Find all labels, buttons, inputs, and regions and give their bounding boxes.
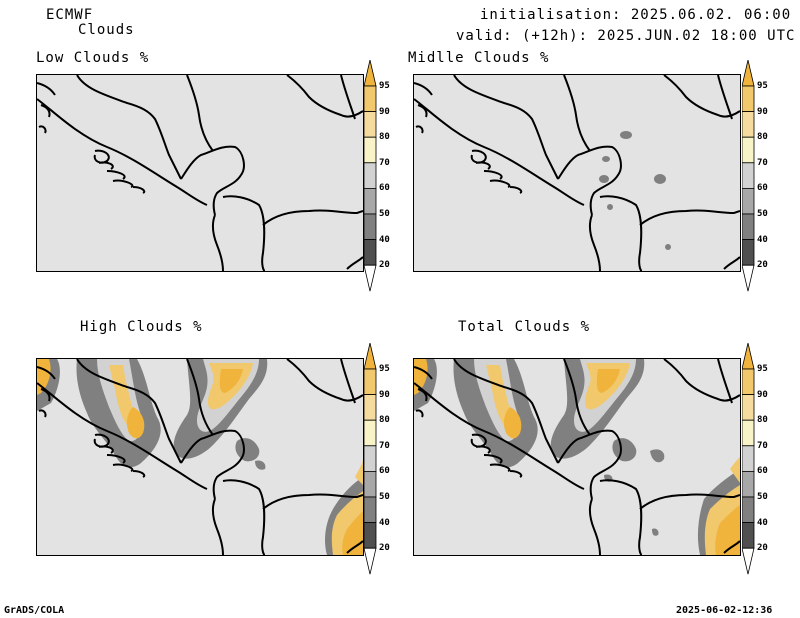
model-label: ECMWF <box>46 7 94 23</box>
colorbar-label: 50 <box>757 209 768 219</box>
colorbar-label: 70 <box>379 440 390 451</box>
colorbar-bottom-arrow <box>742 547 755 575</box>
colorbar-segment <box>364 419 377 447</box>
colorbar-bottom-arrow <box>364 264 377 292</box>
colorbar-segment <box>364 111 377 138</box>
colorbar-label: 20 <box>379 543 390 554</box>
colorbar-segment <box>364 85 377 113</box>
colorbar-segment <box>742 111 755 138</box>
panel-title-middle: Midlle Clouds % <box>408 50 550 66</box>
colorbar-label: 60 <box>379 466 390 477</box>
colorbar-label: 80 <box>379 132 390 143</box>
colorbar-segment <box>364 394 377 421</box>
colorbar-label: 20 <box>757 543 768 554</box>
colorbar-label: 95 <box>379 364 390 374</box>
colorbar-label: 40 <box>757 234 768 245</box>
colorbar-segment <box>364 368 377 396</box>
colorbar-label: 60 <box>379 183 390 194</box>
colorbar-label: 20 <box>757 260 768 271</box>
colorbar-label: 70 <box>757 440 768 451</box>
product-label: Clouds <box>78 22 135 38</box>
colorbar-graphic <box>364 343 377 575</box>
colorbar-segment <box>742 470 755 498</box>
colorbar-segment <box>742 85 755 113</box>
map-total-clouds <box>413 358 741 556</box>
map-high-clouds <box>36 358 364 556</box>
colorbar-segment <box>742 136 755 164</box>
map-borders <box>414 359 740 555</box>
colorbar-label: 95 <box>757 364 768 374</box>
colorbar-label: 80 <box>379 415 390 426</box>
map-borders <box>37 359 363 555</box>
colorbar-label: 50 <box>379 492 390 502</box>
footer-timestamp: 2025-06-02-12:36 <box>676 605 773 616</box>
colorbar-top-arrow <box>742 343 755 370</box>
colorbar-bottom-arrow <box>364 547 377 575</box>
colorbar-graphic <box>742 60 755 292</box>
colorbar-segment <box>364 162 377 189</box>
colorbar-label: 40 <box>757 517 768 528</box>
colorbar-label: 90 <box>379 106 390 117</box>
colorbar-label: 90 <box>757 106 768 117</box>
colorbar-segment <box>742 445 755 472</box>
map-low-clouds <box>36 74 364 272</box>
colorbar-segment <box>742 496 755 524</box>
colorbar-segment <box>364 496 377 524</box>
colorbar-segment <box>364 470 377 498</box>
colorbar-label: 50 <box>379 209 390 219</box>
colorbar-top-arrow <box>364 60 377 87</box>
colorbar-label: 40 <box>379 517 390 528</box>
colorbar-segment <box>742 522 755 549</box>
colorbar-label: 60 <box>757 466 768 477</box>
colorbar-segment <box>742 213 755 241</box>
colorbar-label: 95 <box>757 81 768 91</box>
colorbar-segment <box>742 368 755 396</box>
colorbar-segment <box>364 136 377 164</box>
colorbar-label: 90 <box>379 389 390 400</box>
colorbar-label: 20 <box>379 260 390 271</box>
colorbar-segment <box>742 239 755 266</box>
valid-time: valid: (+12h): 2025.JUN.02 18:00 UTC <box>456 28 796 44</box>
map-borders <box>414 75 740 271</box>
colorbar-label: 70 <box>757 157 768 168</box>
colorbar-label: 90 <box>757 389 768 400</box>
panel-title-low: Low Clouds % <box>36 50 150 66</box>
map-borders <box>37 75 363 271</box>
colorbar-label: 40 <box>379 234 390 245</box>
colorbar-label: 95 <box>379 81 390 91</box>
colorbar-segment <box>364 187 377 215</box>
map-middle-clouds <box>413 74 741 272</box>
colorbar-label: 60 <box>757 183 768 194</box>
colorbar-segment <box>364 213 377 241</box>
colorbar-segment <box>364 522 377 549</box>
footer-software: GrADS/COLA <box>4 605 65 616</box>
colorbar-graphic <box>364 60 377 292</box>
colorbar-graphic <box>742 343 755 575</box>
colorbar-top-arrow <box>364 343 377 370</box>
colorbar-top-arrow <box>742 60 755 87</box>
colorbar-label: 80 <box>757 415 768 426</box>
colorbar-bottom-arrow <box>742 264 755 292</box>
panel-title-high: High Clouds % <box>80 319 203 335</box>
colorbar-segment <box>742 419 755 447</box>
colorbar-label: 70 <box>379 157 390 168</box>
colorbar-segment <box>742 162 755 189</box>
colorbar-segment <box>742 187 755 215</box>
colorbar-segment <box>742 394 755 421</box>
colorbar-label: 50 <box>757 492 768 502</box>
panel-title-total: Total Clouds % <box>458 319 591 335</box>
init-time: initialisation: 2025.06.02. 06:00 UTC <box>480 7 800 23</box>
colorbar-segment <box>364 445 377 472</box>
colorbar-label: 80 <box>757 132 768 143</box>
colorbar-segment <box>364 239 377 266</box>
